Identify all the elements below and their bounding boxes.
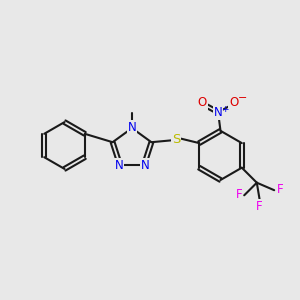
- Text: N: N: [128, 121, 136, 134]
- Text: F: F: [256, 200, 262, 213]
- Text: O: O: [229, 96, 238, 109]
- Text: N: N: [214, 106, 223, 119]
- Text: N: N: [141, 158, 150, 172]
- Text: O: O: [198, 96, 207, 109]
- Text: F: F: [236, 188, 242, 201]
- Text: F: F: [277, 183, 284, 196]
- Text: +: +: [221, 105, 229, 114]
- Text: S: S: [172, 133, 180, 146]
- Text: N: N: [114, 158, 123, 172]
- Text: −: −: [238, 93, 247, 103]
